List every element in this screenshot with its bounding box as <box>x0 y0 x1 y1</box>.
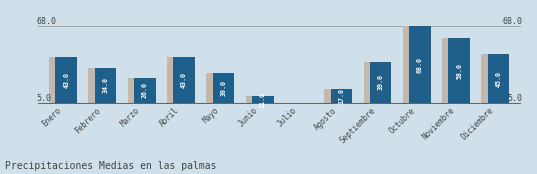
Bar <box>330 89 352 103</box>
Text: 5.0: 5.0 <box>507 94 522 103</box>
Text: 68.0: 68.0 <box>37 17 56 26</box>
Bar <box>167 57 188 103</box>
Text: 39.0: 39.0 <box>378 74 383 90</box>
Text: 45.0: 45.0 <box>496 71 502 87</box>
Bar <box>364 62 385 103</box>
Bar <box>173 57 195 103</box>
Bar <box>95 68 117 103</box>
Bar <box>245 96 267 103</box>
Bar <box>481 54 503 103</box>
Text: 68.0: 68.0 <box>417 57 423 73</box>
Text: 34.0: 34.0 <box>103 77 108 93</box>
Bar <box>213 73 234 103</box>
Text: 58.0: 58.0 <box>456 63 462 79</box>
Bar <box>448 38 470 103</box>
Bar <box>370 62 391 103</box>
Text: 11.0: 11.0 <box>260 92 266 108</box>
Text: 68.0: 68.0 <box>502 17 522 26</box>
Text: 43.0: 43.0 <box>63 72 69 88</box>
Bar <box>488 54 509 103</box>
Text: 5.0: 5.0 <box>37 94 52 103</box>
Text: 30.0: 30.0 <box>221 80 227 96</box>
Text: 43.0: 43.0 <box>181 72 187 88</box>
Text: Precipitaciones Medias en las palmas: Precipitaciones Medias en las palmas <box>5 161 217 171</box>
Bar <box>49 57 71 103</box>
Bar <box>403 26 424 103</box>
Bar <box>324 89 346 103</box>
Bar <box>442 38 464 103</box>
Bar <box>128 78 149 103</box>
Text: 17.0: 17.0 <box>338 88 344 104</box>
Bar <box>134 78 156 103</box>
Bar <box>252 96 273 103</box>
Bar <box>55 57 77 103</box>
Text: 26.0: 26.0 <box>142 82 148 98</box>
Bar <box>89 68 110 103</box>
Bar <box>409 26 431 103</box>
Bar <box>206 73 228 103</box>
